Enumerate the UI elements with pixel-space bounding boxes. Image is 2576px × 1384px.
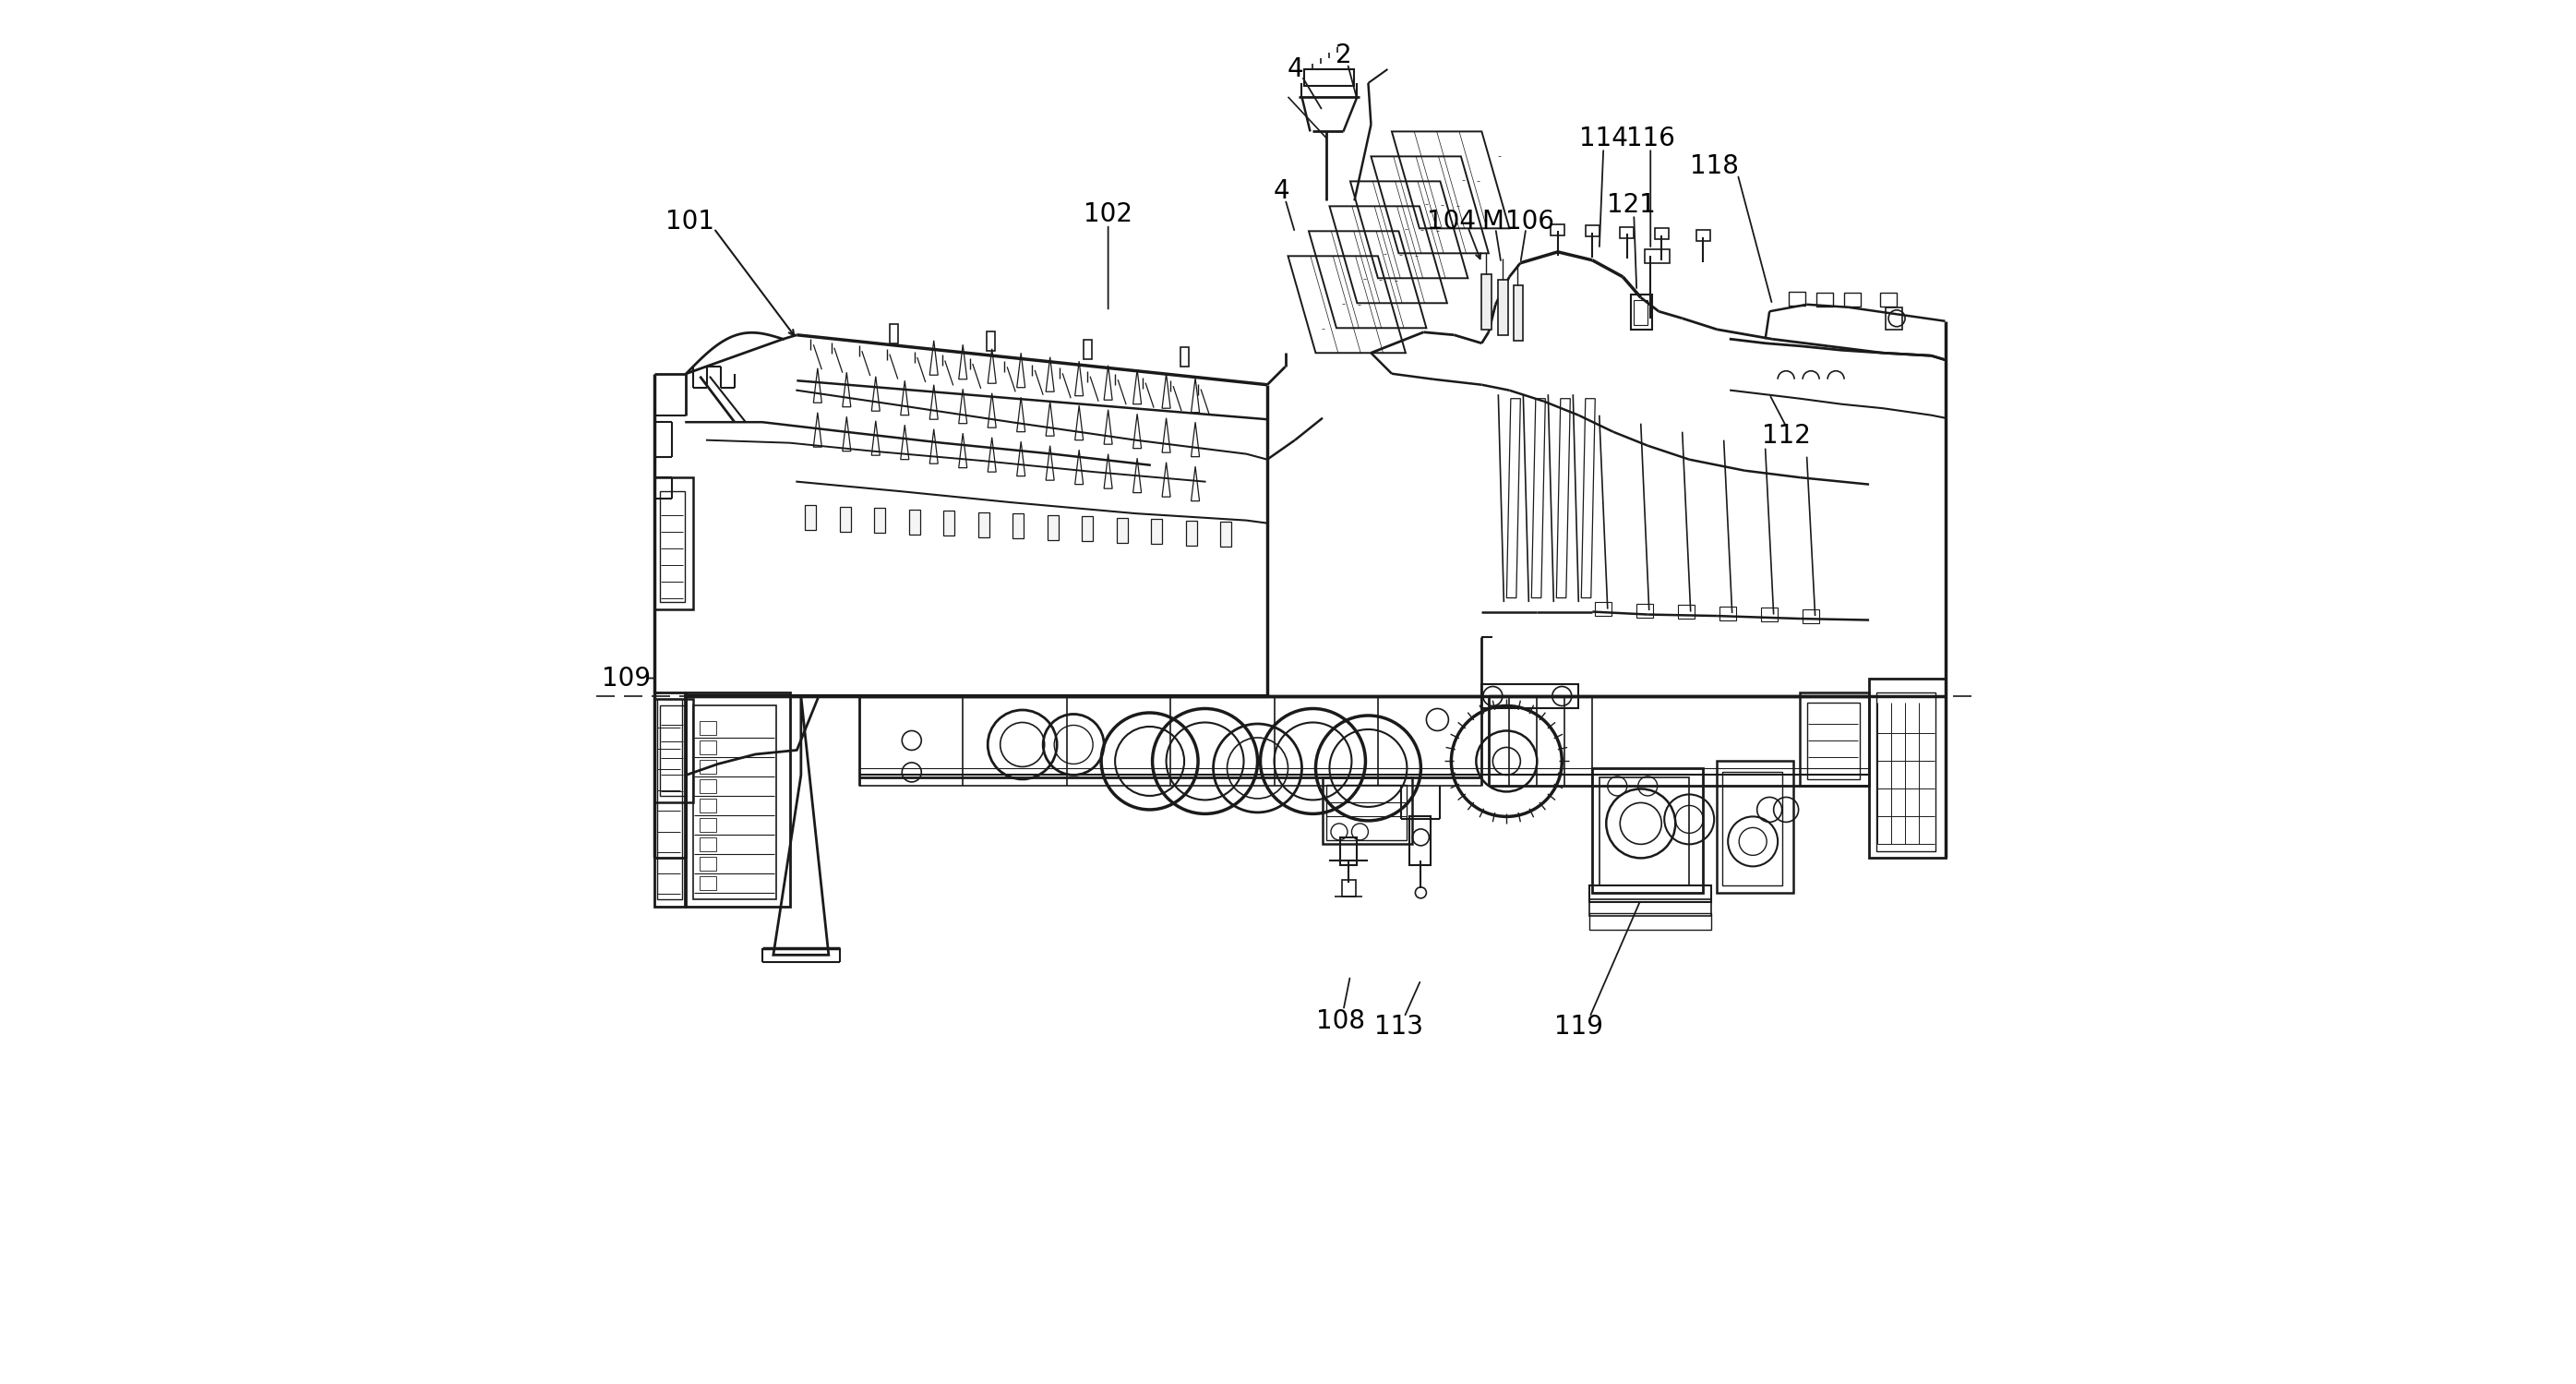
Bar <box>873 508 886 533</box>
Bar <box>1592 768 1703 893</box>
Bar <box>1012 513 1023 538</box>
Bar <box>659 491 685 602</box>
Bar <box>1723 772 1783 886</box>
Bar <box>1481 684 1579 709</box>
Bar <box>659 706 685 796</box>
Bar <box>943 511 956 536</box>
Text: 113: 113 <box>1373 1014 1422 1039</box>
Text: 2: 2 <box>1334 43 1352 68</box>
Bar <box>1880 293 1896 307</box>
Bar <box>1870 678 1945 858</box>
Bar <box>889 324 899 343</box>
Bar <box>1584 226 1600 237</box>
Bar <box>1327 785 1406 840</box>
Bar <box>1788 292 1806 306</box>
Bar <box>654 692 685 907</box>
Text: 108: 108 <box>1316 1009 1365 1034</box>
Bar <box>1816 292 1834 306</box>
Bar <box>654 477 693 609</box>
Bar <box>1151 519 1162 544</box>
Bar <box>1636 603 1654 617</box>
Bar <box>657 699 683 900</box>
Text: 104: 104 <box>1427 209 1476 234</box>
Bar <box>1551 224 1564 235</box>
Bar <box>1499 280 1507 335</box>
Bar <box>1221 522 1231 547</box>
Bar <box>1695 230 1710 241</box>
Bar <box>1806 703 1860 779</box>
Bar <box>701 721 716 735</box>
Bar <box>1303 69 1355 86</box>
Bar <box>1654 228 1669 239</box>
Bar <box>1321 778 1412 844</box>
Bar <box>1677 605 1695 619</box>
Bar <box>693 706 775 900</box>
Text: 4: 4 <box>1288 57 1303 82</box>
Bar <box>701 857 716 871</box>
Bar <box>1875 692 1935 851</box>
Bar <box>1844 292 1860 306</box>
Bar <box>685 692 791 907</box>
Bar <box>987 332 994 352</box>
Bar <box>1342 880 1355 897</box>
Bar <box>1646 249 1669 263</box>
Bar <box>1115 518 1128 543</box>
Text: 101: 101 <box>665 209 714 234</box>
Bar <box>1589 900 1710 916</box>
Bar <box>840 507 850 531</box>
Text: 102: 102 <box>1084 202 1133 227</box>
Bar <box>1721 606 1736 620</box>
Bar <box>1082 516 1092 541</box>
Text: 106: 106 <box>1504 209 1553 234</box>
Text: 4: 4 <box>1273 179 1288 203</box>
Text: 112: 112 <box>1762 424 1811 448</box>
Text: 114: 114 <box>1579 126 1628 151</box>
Text: M: M <box>1481 209 1504 234</box>
Bar <box>1801 692 1870 786</box>
Text: 109: 109 <box>603 666 652 691</box>
Bar <box>1048 515 1059 540</box>
Bar <box>1762 608 1777 621</box>
Bar <box>1633 300 1649 325</box>
Bar <box>1589 886 1710 902</box>
Bar <box>1409 817 1430 865</box>
Bar <box>701 779 716 793</box>
Bar <box>1589 913 1710 930</box>
Bar <box>1716 761 1793 893</box>
Bar <box>654 699 693 803</box>
Text: 121: 121 <box>1607 192 1656 217</box>
Bar <box>1620 227 1633 238</box>
Bar <box>1180 347 1188 367</box>
Bar <box>1886 307 1901 329</box>
Bar <box>701 760 716 774</box>
Bar <box>1803 609 1819 623</box>
Bar <box>701 799 716 812</box>
Text: 118: 118 <box>1690 154 1739 179</box>
Bar <box>1631 295 1651 329</box>
Bar <box>1481 274 1492 329</box>
Bar <box>701 818 716 832</box>
Bar <box>909 509 920 534</box>
Text: 116: 116 <box>1625 126 1674 151</box>
Text: 119: 119 <box>1553 1014 1602 1039</box>
Bar <box>1340 837 1358 865</box>
Bar <box>701 876 716 890</box>
Bar <box>806 505 817 530</box>
Bar <box>701 740 716 754</box>
Bar <box>1595 602 1613 616</box>
Bar <box>1084 339 1092 358</box>
Bar <box>1515 285 1522 340</box>
Bar <box>979 512 989 537</box>
Bar <box>701 837 716 851</box>
Bar <box>1600 778 1690 886</box>
Bar <box>1185 520 1198 545</box>
